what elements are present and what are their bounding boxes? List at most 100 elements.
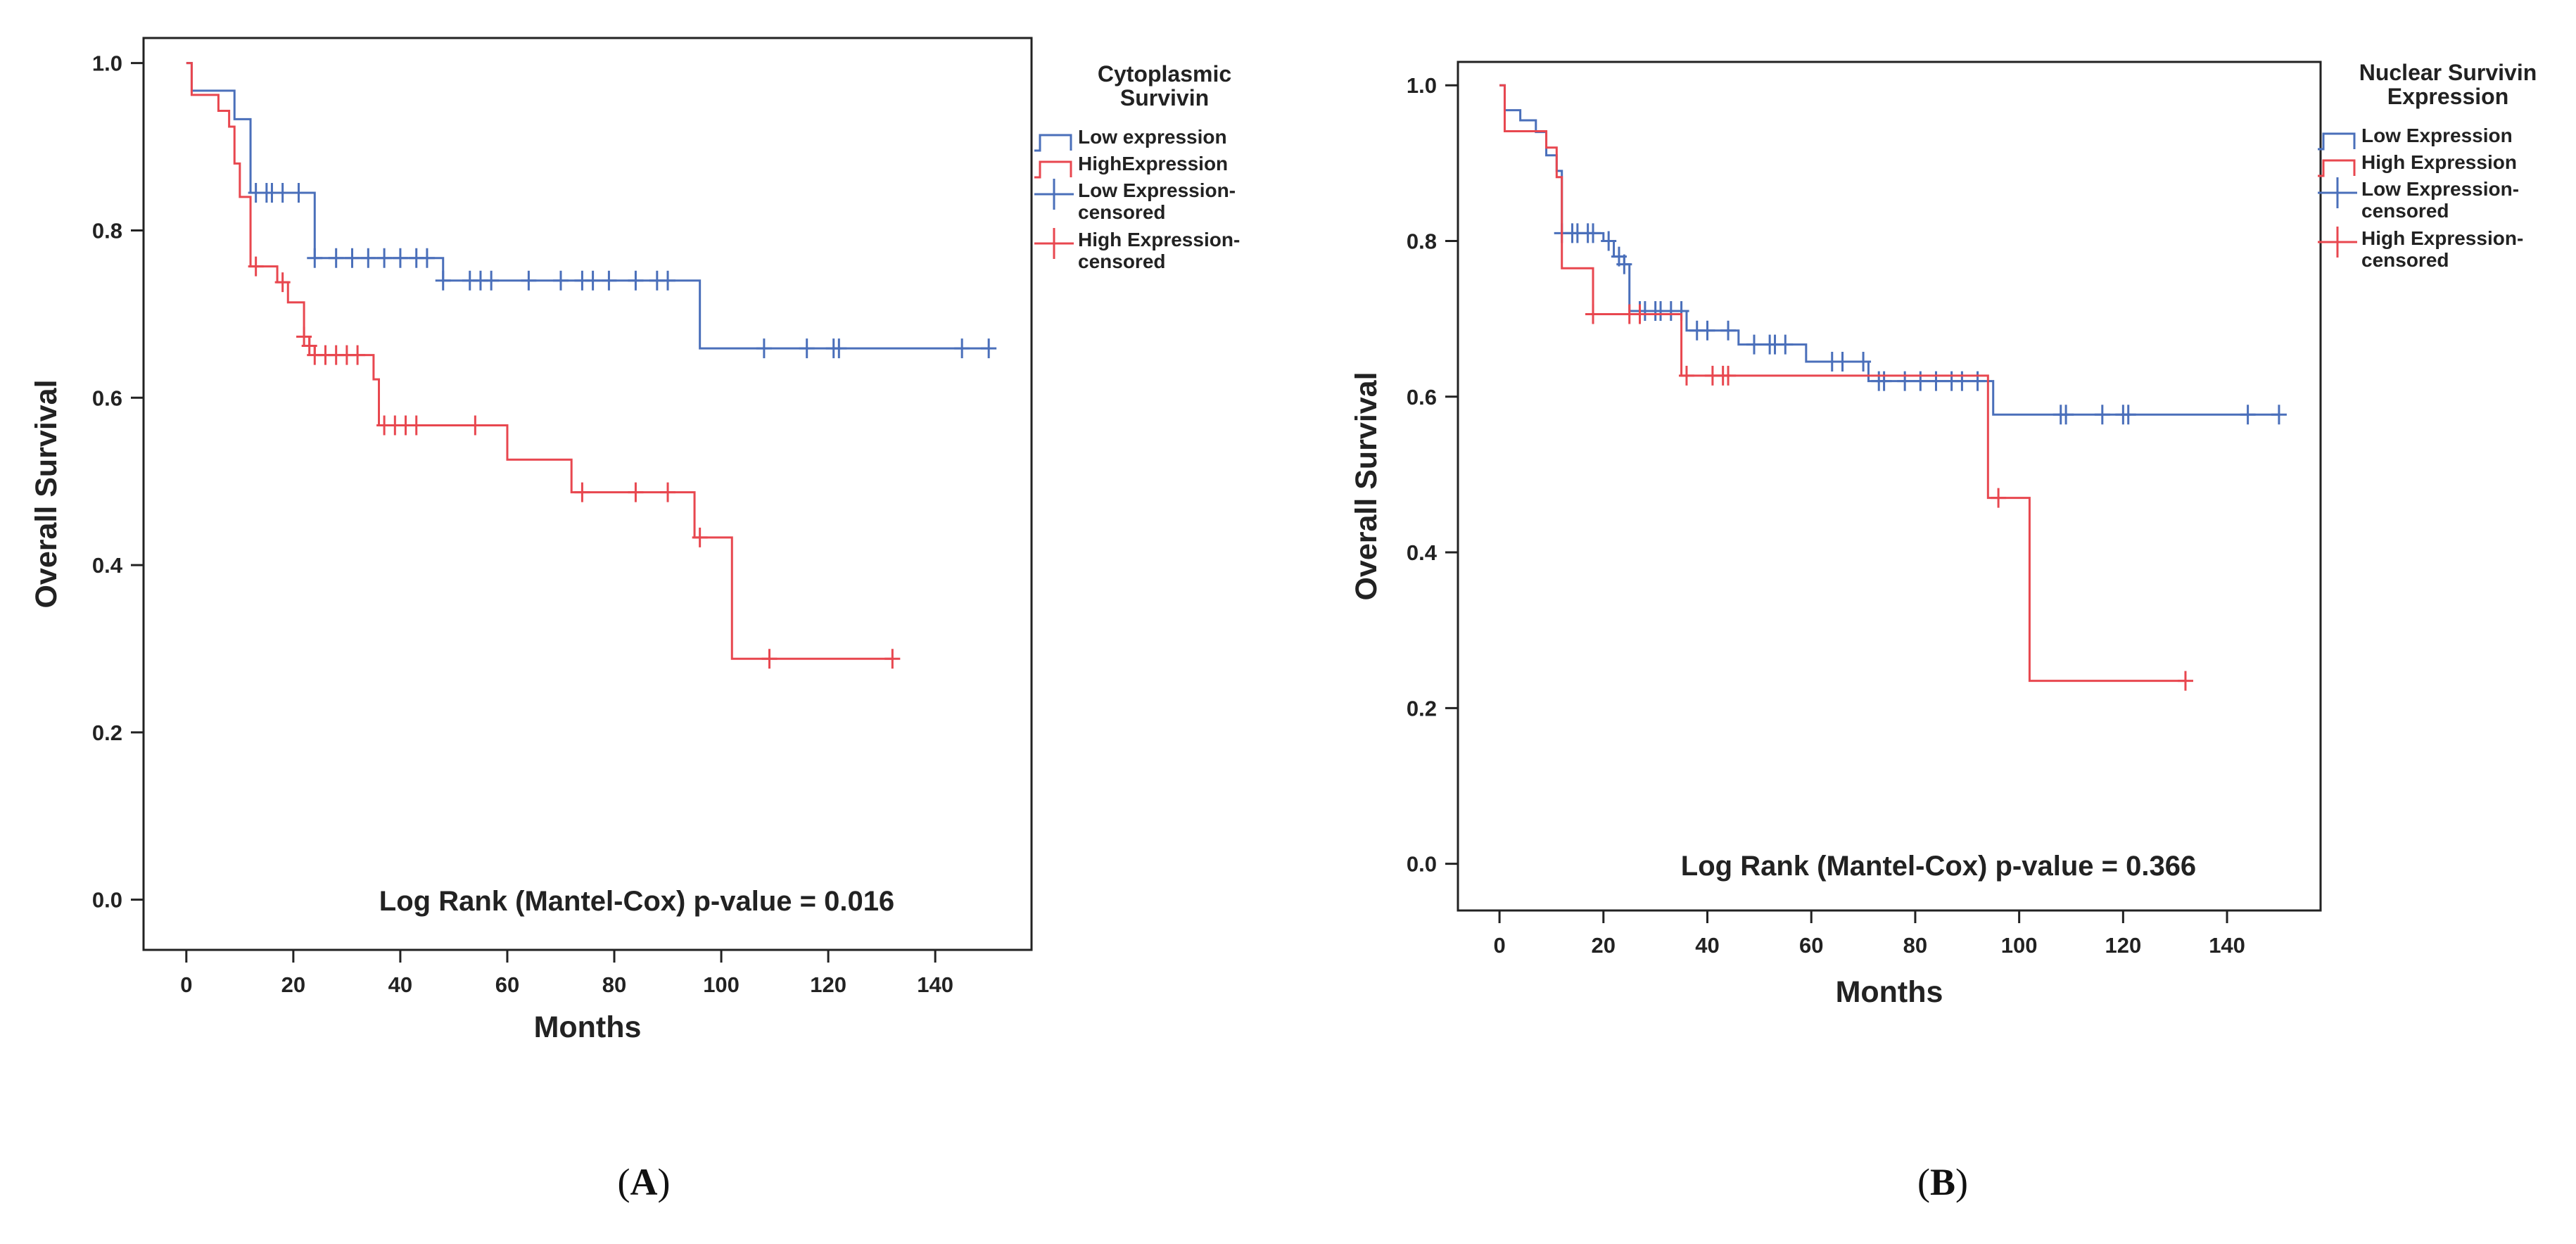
censor-mark <box>628 482 644 502</box>
x-tick-label: 0 <box>1493 933 1505 958</box>
x-tick-label: 140 <box>917 972 953 997</box>
censor-mark <box>360 248 376 268</box>
censor-mark <box>376 248 393 268</box>
censor-mark <box>756 338 772 359</box>
legend-swatch-line <box>1034 134 1072 152</box>
y-tick-label: 0.2 <box>92 721 122 745</box>
plot-area <box>1457 61 2322 912</box>
legend-item: Low Expression-censored <box>1034 179 1236 223</box>
panel-label-paren: ) <box>1955 1161 1968 1203</box>
legend-swatch-cross <box>2318 177 2357 208</box>
legend-label: Low Expression <box>2361 125 2513 146</box>
x-tick-label: 100 <box>2001 933 2038 958</box>
panel-label-letter: A <box>630 1161 658 1203</box>
x-tick-label: 40 <box>388 972 412 997</box>
censor-mark <box>981 338 997 359</box>
series-low <box>1499 84 2287 425</box>
censor-mark <box>1954 371 1970 391</box>
x-tick-label: 20 <box>1592 933 1616 958</box>
legend-swatch-cross <box>1034 228 1074 259</box>
censor-mark <box>483 270 500 291</box>
censor-mark <box>1876 371 1892 391</box>
censor-mark <box>884 649 901 669</box>
legend-label: Low expression <box>1078 126 1227 148</box>
panel-label: (A) <box>618 1161 671 1203</box>
censor-mark <box>799 338 815 359</box>
x-tick-label: 100 <box>703 972 740 997</box>
censor-mark <box>628 270 644 291</box>
x-tick-label: 40 <box>1695 933 1719 958</box>
series-low <box>186 62 997 359</box>
y-axis: 0.0 0.2 0.4 0.6 0.8 1.0 <box>1407 73 1458 877</box>
survival-curve <box>186 62 893 660</box>
y-tick-label: 0.6 <box>1407 385 1437 410</box>
legend-swatch-cross <box>2318 227 2357 258</box>
x-axis: 0 20 40 60 80 100 120 140 <box>1493 910 2245 958</box>
y-tick-label: 0.8 <box>1407 229 1437 253</box>
censor-mark <box>521 270 537 291</box>
plot-area <box>142 37 1033 951</box>
y-tick-label: 1.0 <box>92 51 122 76</box>
y-axis: 0.0 0.2 0.4 0.6 0.8 1.0 <box>92 51 144 913</box>
legend-title: Survivin <box>1120 85 1209 110</box>
censor-mark <box>1601 231 1617 251</box>
survival-curve <box>1499 84 2279 416</box>
panel-a-cytoplasmic-survivin: 0.0 0.2 0.4 0.6 0.8 1.0 0 20 40 60 80 100 120 140 Mont… <box>30 37 1240 1203</box>
censor-mark <box>1616 254 1632 274</box>
x-axis: 0 20 40 60 80 100 120 140 <box>180 950 953 997</box>
p-value-annotation: Log Rank (Mantel-Cox) p-value = 0.366 <box>1681 851 2196 882</box>
p-value-annotation: Log Rank (Mantel-Cox) p-value = 0.016 <box>379 886 894 917</box>
legend-label: High Expression- <box>1078 229 1240 250</box>
censor-mark <box>692 527 708 547</box>
censor-mark <box>574 482 590 502</box>
y-tick-label: 0.4 <box>1407 540 1438 565</box>
legend-title: Nuclear Survivin <box>2359 60 2537 85</box>
censor-mark <box>1912 371 1929 391</box>
legend-item: High Expression <box>2318 151 2517 177</box>
censor-mark <box>831 338 847 359</box>
censor-mark <box>1632 304 1648 324</box>
censor-mark <box>291 182 307 203</box>
legend-label: Low Expression- <box>2361 178 2519 200</box>
x-axis-title: Months <box>534 1010 642 1044</box>
censor-mark <box>1678 365 1694 386</box>
censor-mark <box>1585 304 1601 324</box>
censor-mark <box>1991 488 2007 508</box>
panel-label-paren: ) <box>658 1161 671 1203</box>
x-tick-label: 120 <box>2105 933 2141 958</box>
censor-mark <box>274 182 291 203</box>
x-tick-label: 20 <box>281 972 305 997</box>
y-tick-label: 0.8 <box>92 218 122 243</box>
censor-mark <box>328 248 344 268</box>
series-high <box>1499 84 2193 691</box>
censor-mark <box>408 415 424 436</box>
censor-mark <box>1720 365 1737 386</box>
censor-mark <box>419 248 435 268</box>
panel-label: (B) <box>1917 1161 1968 1203</box>
censor-mark <box>1746 334 1762 355</box>
legend-label: HighExpression <box>1078 153 1228 174</box>
censor-mark <box>1699 320 1715 341</box>
legend-title: Expression <box>2387 84 2509 109</box>
censor-mark <box>1969 371 1986 391</box>
panel-label-letter: B <box>1930 1161 1955 1203</box>
y-tick-label: 1.0 <box>1407 73 1437 98</box>
censor-mark <box>1777 334 1794 355</box>
censor-mark <box>954 338 970 359</box>
censor-mark <box>435 270 451 291</box>
legend-swatch-cross <box>1034 179 1074 210</box>
panel-label-paren: ( <box>618 1161 630 1203</box>
censor-mark <box>344 248 360 268</box>
legend-swatch-line <box>2318 159 2356 177</box>
censor-mark <box>1897 371 1913 391</box>
x-tick-label: 140 <box>2209 933 2245 958</box>
legend-item: HighExpression <box>1034 153 1228 179</box>
censor-mark <box>392 248 408 268</box>
panel-b-nuclear-survivin: 0.0 0.2 0.4 0.6 0.8 1.0 0 20 40 60 80 100 120 140 Mont… <box>1350 60 2537 1203</box>
x-tick-label: 0 <box>180 972 192 997</box>
censor-mark <box>274 272 291 293</box>
censor-mark <box>2120 405 2136 425</box>
censor-mark <box>1855 351 1872 372</box>
